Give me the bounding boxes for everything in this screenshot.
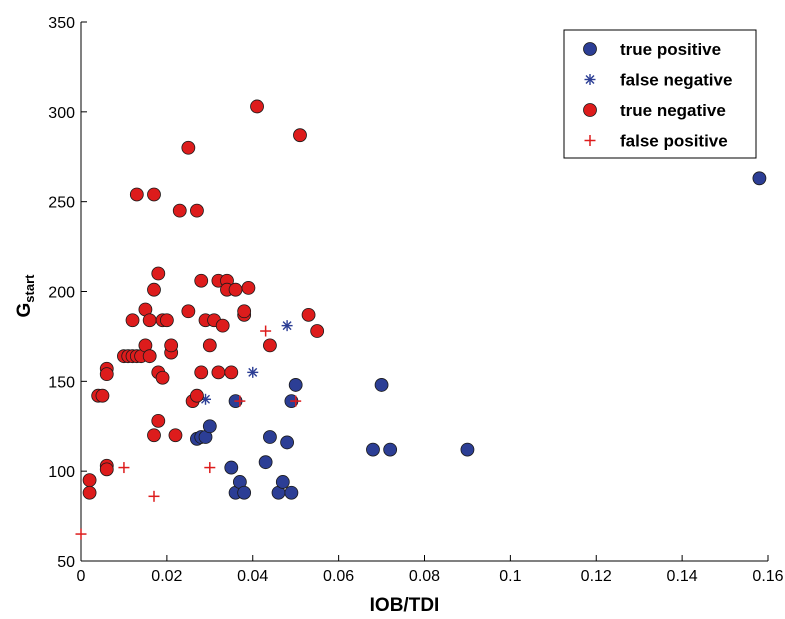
true-negative-point: [181, 304, 196, 319]
x-axis-title: IOB/TDI: [370, 595, 440, 616]
true-positive-point: [258, 455, 273, 470]
data-points: [75, 99, 767, 540]
false-positive-point: [148, 490, 160, 502]
true-negative-point: [95, 388, 110, 403]
legend-label-true-positive: true positive: [620, 40, 721, 59]
legend-label-false-negative: false negative: [620, 71, 732, 90]
true-negative-point: [241, 281, 256, 295]
false-negative-point: [247, 366, 259, 378]
x-tick-label: 0: [77, 568, 86, 585]
true-negative-point: [194, 365, 209, 380]
true-positive-point: [374, 378, 389, 392]
true-negative-point: [147, 282, 161, 297]
legend-marker-true-negative: [583, 103, 597, 117]
true-negative-point: [215, 318, 230, 333]
x-tick-label: 0.08: [409, 568, 440, 585]
true-positive-point: [752, 171, 767, 186]
true-negative-point: [202, 338, 217, 353]
false-positive-point: [234, 395, 246, 407]
true-negative-point: [172, 203, 187, 218]
true-negative-point: [301, 307, 316, 322]
legend-marker-true-positive: [583, 42, 597, 56]
y-tick-label: 350: [48, 15, 75, 32]
false-positive-point: [75, 528, 87, 540]
true-negative-point: [250, 99, 264, 114]
y-tick-label: 50: [57, 554, 75, 571]
true-positive-point: [284, 485, 299, 500]
true-positive-point: [460, 442, 475, 457]
true-negative-point: [228, 282, 243, 297]
true-negative-point: [99, 367, 114, 382]
y-tick-label: 250: [48, 195, 75, 212]
true-positive-point: [224, 460, 239, 475]
y-tick-label: 300: [48, 105, 75, 122]
true-negative-point: [164, 338, 179, 353]
true-negative-point: [129, 187, 144, 202]
true-negative-point: [310, 324, 325, 338]
true-negative-point: [142, 313, 157, 328]
marker-stroke: [201, 394, 211, 404]
true-negative-point: [181, 140, 196, 155]
true-positive-point: [237, 485, 252, 500]
true-negative-point: [151, 266, 166, 281]
false-positive-point: [118, 462, 130, 474]
true-negative-point: [168, 428, 183, 443]
true-negative-point: [194, 273, 209, 288]
x-tick-label: 0.02: [151, 568, 182, 585]
true-positive-point: [280, 435, 295, 450]
true-positive-point: [366, 442, 380, 457]
marker-stroke: [585, 75, 595, 84]
true-negative-point: [190, 388, 204, 403]
y-tick-label: 150: [48, 374, 75, 391]
true-negative-point: [190, 203, 204, 218]
legend: true positive false negative true negative…: [563, 29, 757, 159]
true-negative-point: [147, 187, 161, 202]
true-positive-point: [275, 475, 290, 489]
true-negative-point: [159, 313, 174, 328]
x-tick-label: 0.16: [752, 568, 783, 585]
true-negative-point: [211, 365, 226, 380]
axes: 0 0.02 0.04 0.06 0.08 0.1 0.12 0.14 0.16 50 100 150…: [14, 15, 784, 616]
true-negative-point: [155, 370, 170, 385]
y-axis-title-subscript: start: [22, 274, 37, 303]
x-tick-label: 0.04: [237, 568, 268, 585]
x-tick-label: 0.06: [323, 568, 354, 585]
true-positive-point: [202, 419, 217, 434]
true-positive-point: [383, 442, 398, 457]
y-axis-title-main: G: [14, 303, 35, 318]
false-positive-point: [290, 395, 302, 407]
marker-stroke: [282, 321, 292, 331]
true-positive-point: [288, 378, 303, 392]
true-negative-point: [224, 365, 239, 380]
false-negative-point: [281, 320, 293, 332]
true-negative-point: [82, 473, 97, 488]
true-negative-point: [263, 338, 277, 353]
y-tick-label: 100: [48, 464, 75, 481]
legend-marker-false-positive: [584, 135, 596, 146]
true-negative-point: [151, 413, 166, 428]
legend-marker-false-negative: [584, 74, 596, 85]
true-negative-point: [125, 313, 140, 328]
marker-stroke: [248, 367, 258, 377]
true-positive-point: [263, 430, 277, 444]
true-negative-point: [237, 304, 252, 319]
legend-label-false-positive: false positive: [620, 132, 728, 151]
true-negative-point: [293, 128, 307, 143]
y-tick-label: 200: [48, 285, 75, 302]
true-negative-point: [99, 462, 114, 477]
false-positive-point: [260, 325, 272, 337]
false-positive-point: [204, 462, 216, 474]
y-axis-title: Gstart: [14, 274, 37, 318]
true-negative-point: [147, 428, 161, 443]
legend-label-true-negative: true negative: [620, 101, 726, 120]
x-tick-label: 0.14: [667, 568, 698, 585]
x-tick-label: 0.1: [499, 568, 521, 585]
true-negative-point: [82, 485, 97, 500]
x-tick-label: 0.12: [581, 568, 612, 585]
true-negative-point: [142, 349, 157, 364]
